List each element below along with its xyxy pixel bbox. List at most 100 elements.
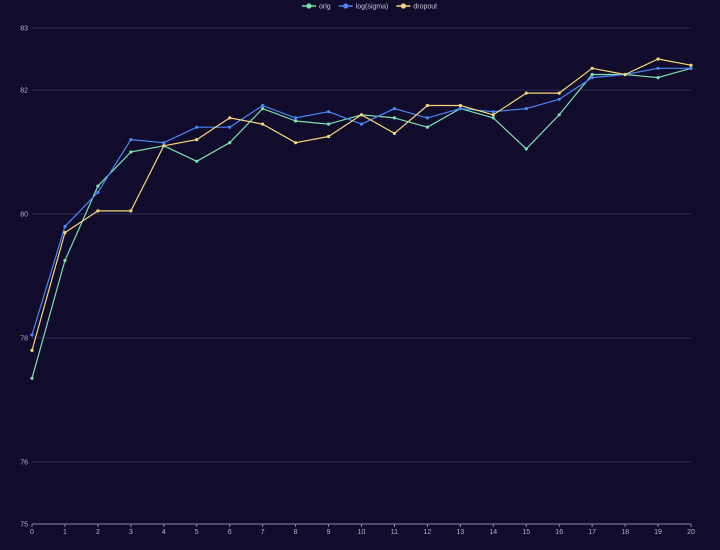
y-tick-label-78: 78 — [20, 336, 28, 343]
series-line-dropout — [31, 58, 692, 351]
data-point-dropout-12 — [425, 103, 429, 108]
data-point-dropout-19 — [656, 57, 660, 61]
data-point-orig-16 — [557, 113, 561, 117]
legend-item-log-sigma[interactable]: log(sigma) — [338, 3, 389, 11]
data-point-orig-0 — [30, 376, 34, 380]
data-point-log-sigma-6 — [228, 125, 232, 129]
x-tick-label-3: 3 — [129, 529, 133, 536]
x-tick-label-16: 16 — [555, 529, 563, 536]
data-point-orig-8 — [294, 119, 298, 123]
x-tick-label-1: 1 — [63, 529, 67, 536]
data-point-orig-15 — [524, 147, 528, 151]
x-tick-label-17: 17 — [588, 529, 596, 536]
grid-lines — [32, 27, 691, 463]
data-point-orig-7 — [261, 107, 265, 111]
series-dropout — [30, 57, 693, 352]
data-point-orig-14 — [491, 116, 495, 120]
data-point-log-sigma-5 — [195, 125, 199, 129]
legend-label-log-sigma: log(sigma) — [356, 4, 389, 11]
x-tick-label-10: 10 — [358, 529, 366, 536]
legend-item-orig[interactable]: orig — [302, 3, 331, 11]
data-point-log-sigma-15 — [524, 107, 528, 111]
data-point-log-sigma-19 — [656, 66, 660, 70]
series-group — [30, 57, 693, 380]
data-point-dropout-10 — [359, 113, 364, 117]
data-point-log-sigma-20 — [689, 66, 693, 70]
x-tick-label-8: 8 — [294, 529, 298, 536]
legend-label-orig: orig — [319, 4, 331, 11]
data-point-dropout-0 — [30, 348, 34, 352]
series-line-log-sigma — [31, 67, 691, 336]
data-point-dropout-18 — [623, 72, 627, 77]
data-point-orig-3 — [129, 150, 133, 154]
data-point-dropout-15 — [524, 91, 528, 95]
data-point-dropout-2 — [96, 209, 100, 213]
y-tick-label-83: 83 — [20, 26, 28, 33]
data-point-log-sigma-17 — [590, 76, 594, 80]
y-axis: 75 76 78 80 82 83 — [20, 26, 28, 529]
x-tick-label-11: 11 — [391, 529, 398, 536]
data-point-log-sigma-2 — [96, 190, 100, 194]
data-point-dropout-20 — [689, 63, 693, 67]
x-tick-label-9: 9 — [327, 529, 331, 536]
x-tick-label-20: 20 — [687, 529, 695, 536]
legend: orig log(sigma) dropout — [302, 3, 437, 11]
data-point-dropout-13 — [458, 103, 462, 108]
data-point-dropout-11 — [392, 131, 397, 135]
x-tick-label-19: 19 — [654, 529, 662, 536]
data-point-dropout-14 — [491, 113, 495, 117]
x-tick-label-7: 7 — [261, 529, 265, 536]
legend-marker-orig — [306, 3, 312, 9]
data-point-orig-19 — [656, 76, 660, 80]
data-point-log-sigma-3 — [129, 138, 133, 142]
legend-item-dropout[interactable]: dropout — [396, 3, 437, 11]
data-point-dropout-1 — [63, 231, 67, 235]
x-tick-label-2: 2 — [96, 529, 100, 536]
data-point-log-sigma-16 — [557, 97, 561, 101]
data-point-orig-17 — [590, 72, 594, 77]
x-tick-label-14: 14 — [489, 529, 497, 536]
legend-marker-log-sigma — [343, 3, 349, 9]
x-tick-label-4: 4 — [162, 529, 166, 536]
legend-label-dropout: dropout — [413, 4, 437, 11]
data-point-dropout-9 — [326, 134, 331, 139]
data-point-orig-2 — [96, 184, 100, 188]
y-tick-label-75: 75 — [20, 522, 28, 529]
data-point-log-sigma-13 — [458, 107, 462, 111]
x-tick-label-18: 18 — [621, 529, 629, 536]
data-point-dropout-7 — [261, 122, 265, 126]
data-point-log-sigma-10 — [359, 122, 364, 126]
data-point-log-sigma-14 — [491, 110, 495, 114]
x-tick-label-15: 15 — [522, 529, 530, 536]
x-tick-label-12: 12 — [424, 529, 432, 536]
x-tick-label-13: 13 — [456, 529, 464, 536]
x-tick-label-5: 5 — [195, 529, 199, 536]
data-point-dropout-4 — [162, 144, 166, 148]
y-tick-label-80: 80 — [20, 212, 28, 219]
data-point-log-sigma-8 — [294, 116, 298, 120]
data-point-dropout-17 — [590, 66, 594, 70]
x-tick-label-0: 0 — [30, 529, 34, 536]
data-point-orig-11 — [392, 116, 397, 120]
data-point-log-sigma-0 — [30, 333, 34, 337]
data-point-orig-6 — [228, 141, 232, 145]
data-point-orig-12 — [425, 125, 429, 129]
data-point-log-sigma-4 — [162, 141, 166, 145]
data-point-orig-9 — [326, 122, 331, 126]
data-point-log-sigma-11 — [392, 107, 397, 111]
x-tick-label-6: 6 — [228, 529, 232, 536]
data-point-dropout-6 — [228, 116, 232, 120]
data-point-log-sigma-9 — [326, 110, 331, 114]
x-axis: 0 1 2 3 4 5 6 7 8 9 10 11 12 13 14 15 16 17 18 19 20 — [30, 523, 695, 536]
data-point-log-sigma-7 — [261, 103, 265, 108]
data-point-orig-1 — [63, 258, 67, 263]
data-point-log-sigma-1 — [63, 224, 67, 228]
data-point-orig-5 — [195, 159, 199, 163]
series-log-sigma — [30, 66, 693, 337]
y-tick-label-76: 76 — [20, 460, 28, 467]
data-point-dropout-5 — [195, 138, 199, 142]
data-point-dropout-8 — [294, 141, 298, 145]
legend-marker-dropout — [400, 3, 406, 9]
data-point-dropout-16 — [557, 91, 561, 95]
